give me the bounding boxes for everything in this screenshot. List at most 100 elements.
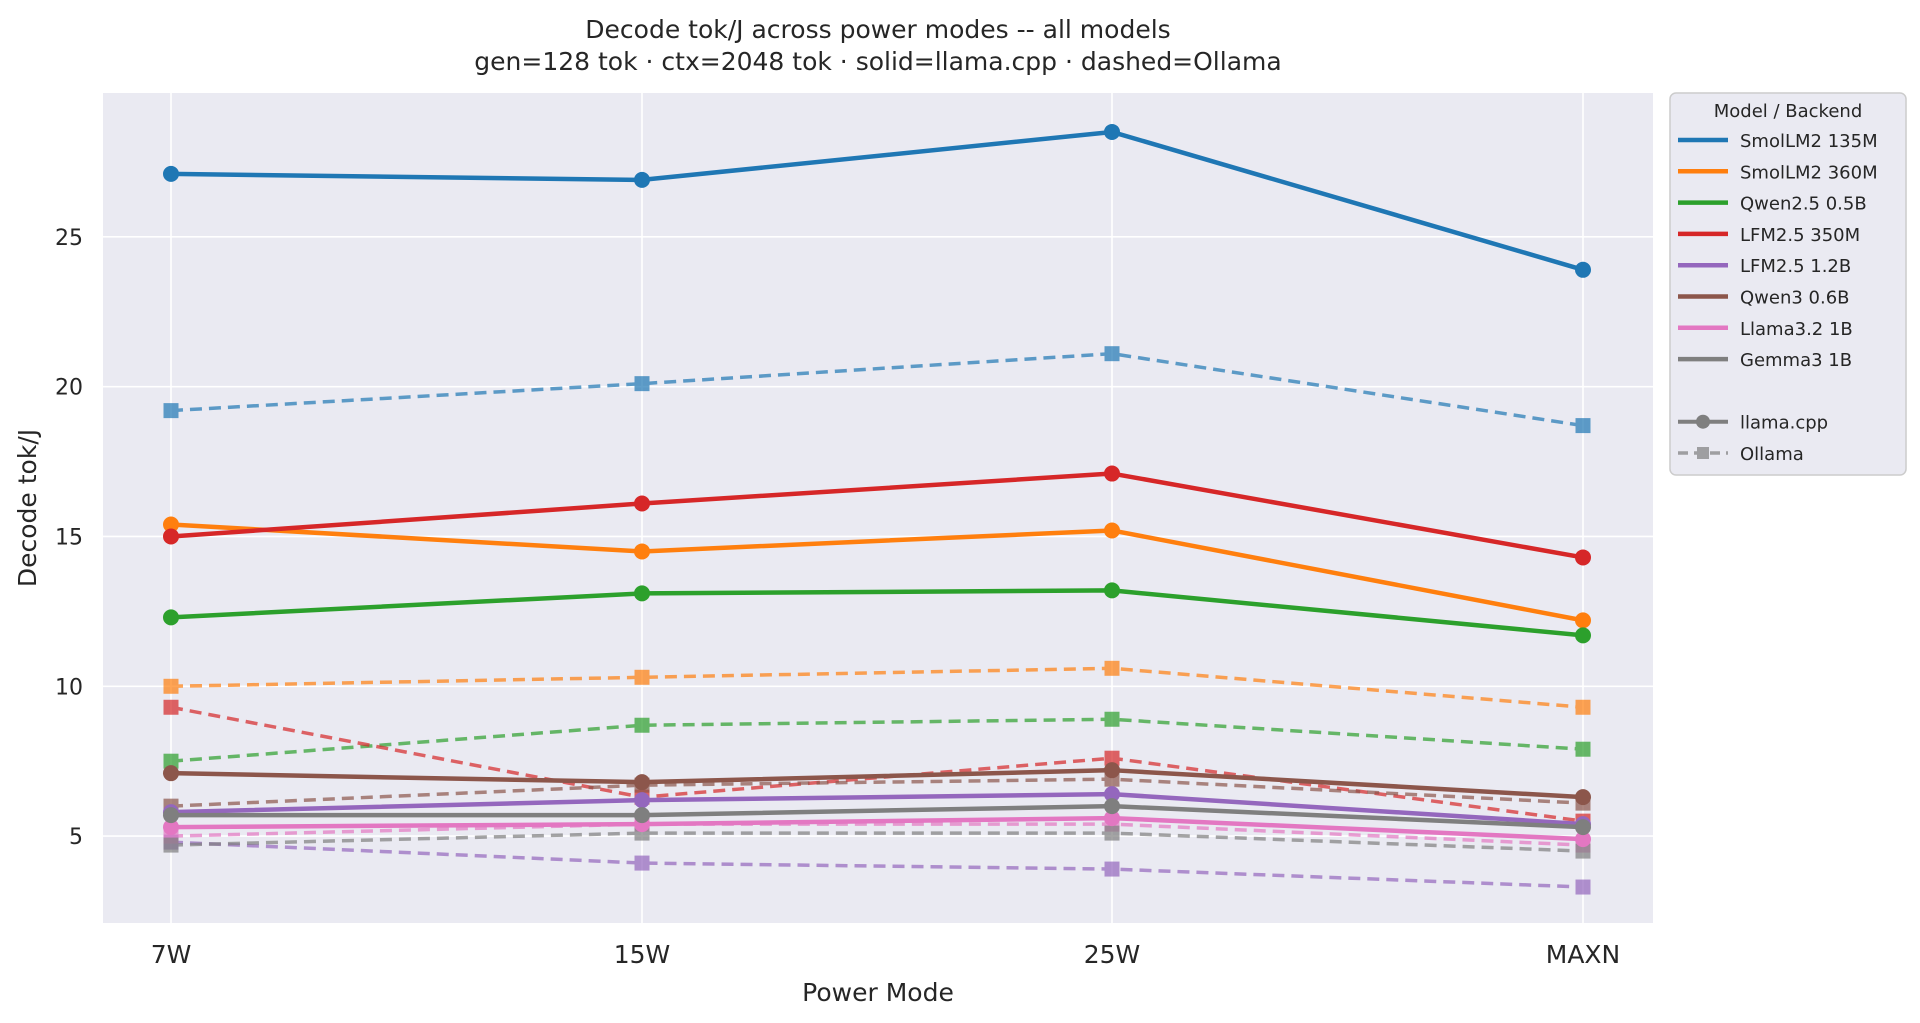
llama-cpp-point [634,807,650,824]
legend-label: Qwen2.5 0.5B [1740,194,1867,215]
llama-cpp-point [634,495,650,512]
x-tick-label: MAXN [1546,940,1621,969]
llama-cpp-point [1575,261,1591,278]
x-tick-label: 15W [614,940,671,969]
legend-box [1669,92,1907,476]
legend-label: llama.cpp [1740,413,1828,434]
y-tick-label: 10 [55,675,83,700]
ollama-line [170,831,1584,853]
llama-cpp-line [170,767,1584,800]
legend-label: Gemma3 1B [1740,350,1852,371]
ollama-point [634,717,650,733]
ollama-point [1104,711,1120,727]
llama-cpp-point [1575,627,1591,644]
ollama-point [1104,861,1120,877]
llama-cpp-point [163,165,179,182]
series-llama-cpp [163,516,1591,629]
llama-cpp-point [1575,819,1591,836]
ollama-point [163,403,179,419]
ollama-line [170,840,1584,889]
ollama-line [170,351,1584,428]
llama-cpp-point [163,516,179,533]
llama-cpp-point [1104,786,1120,803]
llama-cpp-point [634,585,650,602]
ollama-point [1575,741,1591,757]
y-tick-label: 25 [55,226,83,251]
llama-cpp-point [1575,831,1591,848]
legend-title: Model / Backend [1714,101,1863,122]
ollama-point [634,669,650,685]
llama-cpp-point [1575,549,1591,566]
y-axis-label: Decode tok/J [13,429,42,587]
chart-title: Decode tok/J across power modes -- all m… [585,15,1170,44]
y-tick-label: 20 [55,376,83,401]
llama-cpp-point [634,792,650,809]
legend-marker-ollama [1697,447,1709,459]
llama-cpp-point [1104,762,1120,779]
ollama-point [634,376,650,392]
ollama-point [634,855,650,871]
ollama-point [163,678,179,694]
chart-subtitle: gen=128 tok · ctx=2048 tok · solid=llama… [474,47,1281,76]
llama-cpp-point [634,774,650,791]
llama-cpp-point [163,819,179,836]
llama-cpp-point [1104,810,1120,827]
legend-label: Ollama [1740,444,1804,465]
series-ollama [163,660,1591,715]
legend-items: SmolLM2 135M SmolLM2 360M Qwen2.5 0.5B LFM2… [1678,131,1878,465]
series-llama-cpp [163,582,1591,644]
x-tick-label: 7W [151,940,192,969]
series-ollama [163,711,1591,769]
legend-label: Qwen3 0.6B [1740,288,1850,309]
ollama-point [1104,825,1120,841]
legend-ollama [1678,447,1728,459]
llama-cpp-point [163,609,179,626]
ollama-point [163,837,179,853]
series-llama-cpp [163,762,1591,806]
x-axis-label: Power Mode [802,978,954,1007]
legend-label: Llama3.2 1B [1740,319,1853,340]
ollama-point [1104,346,1120,362]
llama-cpp-point [163,765,179,782]
series-layer [163,123,1591,895]
llama-cpp-point [163,528,179,545]
series-llama-cpp [163,798,1591,836]
llama-cpp-line [170,791,1584,827]
llama-cpp-line [170,588,1584,638]
series-ollama [163,346,1591,434]
ollama-line [170,777,1584,808]
legend-label: LFM2.5 350M [1740,225,1860,246]
series-llama-cpp [163,123,1591,278]
ollama-point [163,699,179,715]
ollama-point [1575,418,1591,434]
llama-cpp-line [170,471,1584,560]
ollama-line [170,666,1584,710]
ollama-line [170,705,1584,823]
llama-cpp-line [170,815,1584,842]
llama-cpp-line [170,129,1584,272]
llama-cpp-point [1104,465,1120,482]
x-tick-label: 25W [1084,940,1141,969]
ollama-point [1575,699,1591,715]
legend-label: LFM2.5 1.2B [1740,256,1851,277]
y-tick-label: 5 [69,825,83,850]
ollama-point [1575,879,1591,895]
series-llama-cpp [163,465,1591,566]
llama-cpp-point [1104,582,1120,599]
legend: Model / Backend SmolLM2 135M SmolLM2 360M… [1669,92,1907,476]
legend-marker-llama-cpp [1696,414,1710,429]
llama-cpp-point [1575,612,1591,629]
series-ollama [163,825,1591,859]
llama-cpp-point [163,807,179,824]
ollama-point [1104,660,1120,676]
y-tick-label: 15 [55,525,83,550]
llama-cpp-point [634,543,650,560]
legend-label: SmolLM2 360M [1740,162,1878,183]
llama-cpp-point [1575,789,1591,806]
llama-cpp-line [171,803,1584,830]
ollama-line [170,717,1584,763]
llama-cpp-point [1104,798,1120,815]
llama-cpp-point [1104,123,1120,140]
